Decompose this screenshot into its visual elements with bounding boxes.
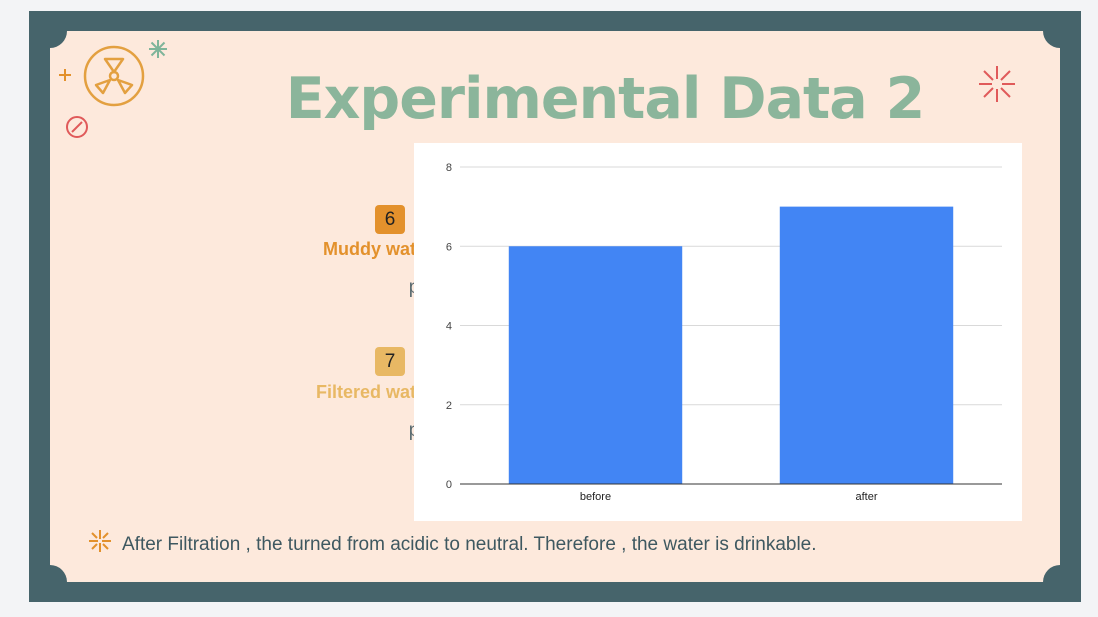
y-tick-label: 4 [446,321,452,333]
reading-label: Muddy water [322,239,433,259]
bar [508,246,683,484]
chart-container: 0 2 4 6 8 before after [414,143,1022,521]
slide-panel: Experimental Data 2 6 Muddy water pH 7 F… [50,31,1060,582]
corner-notch [50,565,67,582]
y-tick-label: 0 [446,479,452,491]
asterisk-icon [149,40,167,58]
corner-notch [1043,565,1060,582]
sparkle-bullet-icon [89,530,111,552]
reading-label: Filtered water [315,382,433,402]
slide-title: Experimental Data 2 [285,66,926,132]
bar [779,206,954,484]
y-tick-label: 8 [446,162,452,174]
no-entry-icon [66,116,88,138]
corner-notch [1043,31,1060,48]
bar-chart: 0 2 4 6 8 before after [446,162,1002,503]
conclusion-text: After Filtration , the turned from acidi… [122,534,817,555]
corner-notch [50,31,67,48]
plus-icon [59,69,71,81]
y-tick-label: 6 [446,241,452,253]
value-badge: 7 [375,347,405,376]
x-tick-label: after [855,491,877,503]
slide-frame: Experimental Data 2 6 Muddy water pH 7 F… [29,11,1081,602]
burst-icon [979,66,1015,102]
x-tick-label: before [580,491,611,503]
value-badge: 6 [375,205,405,234]
radiation-icon [83,45,145,107]
y-tick-label: 2 [446,400,452,412]
